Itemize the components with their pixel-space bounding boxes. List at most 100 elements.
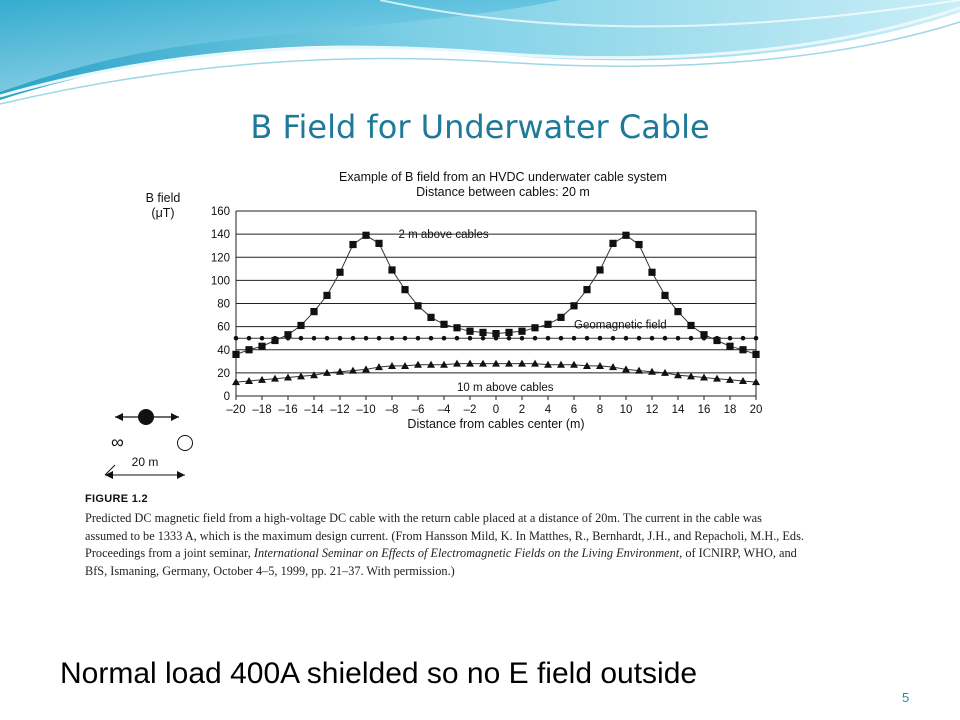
data-point-square	[375, 239, 383, 247]
data-point-triangle	[557, 360, 565, 368]
data-point-triangle	[687, 372, 695, 380]
data-point-square	[336, 268, 344, 276]
data-point-circle	[623, 335, 629, 341]
data-point-circle	[467, 335, 473, 341]
data-point-square	[349, 240, 357, 249]
data-point-triangle	[362, 365, 370, 373]
x-tick-label: 14	[672, 404, 685, 416]
y-tick-label: 40	[217, 345, 230, 357]
data-point-circle	[272, 335, 278, 341]
x-tick-label: 0	[493, 404, 499, 416]
data-point-square	[687, 321, 695, 330]
data-point-triangle	[752, 378, 760, 386]
y-tick-label: 120	[211, 252, 230, 264]
series-annotation: 2 m above cables	[399, 229, 489, 241]
series-annotation: Geomagnetic field	[574, 319, 667, 331]
data-point-triangle	[310, 371, 318, 379]
y-tick-label: 140	[211, 229, 230, 241]
data-point-circle	[454, 335, 460, 341]
x-tick-label: –12	[330, 404, 349, 416]
data-point-circle	[480, 335, 486, 341]
data-point-square	[700, 331, 708, 339]
data-point-circle	[649, 335, 655, 341]
data-point-triangle	[531, 359, 539, 367]
data-point-square	[401, 286, 409, 294]
data-point-triangle	[479, 359, 487, 367]
x-tick-label: 12	[646, 404, 659, 416]
data-point-square	[492, 329, 500, 338]
x-tick-label: 20	[750, 404, 763, 416]
data-point-circle	[701, 335, 707, 341]
footer-note: Normal load 400A shielded so no E field …	[60, 657, 698, 690]
data-point-triangle	[713, 374, 721, 382]
data-point-triangle	[596, 361, 604, 369]
y-axis-unit: (μT)	[151, 206, 174, 220]
data-point-circle	[233, 335, 239, 341]
data-point-square	[245, 346, 253, 354]
x-tick-label: –4	[438, 404, 451, 416]
data-point-square	[739, 346, 747, 354]
data-point-square	[388, 266, 396, 274]
data-point-triangle	[648, 367, 656, 375]
data-point-square	[284, 331, 292, 339]
data-point-triangle	[427, 360, 435, 368]
data-point-triangle	[388, 361, 396, 369]
data-point-circle	[259, 335, 265, 341]
data-point-circle	[298, 335, 304, 341]
data-point-triangle	[349, 366, 357, 374]
data-point-square	[622, 231, 630, 239]
x-tick-label: –20	[226, 404, 245, 416]
figure-caption: Predicted DC magnetic field from a high-…	[85, 510, 805, 580]
data-point-triangle	[284, 373, 292, 381]
data-point-triangle	[375, 363, 383, 371]
data-point-triangle	[622, 365, 630, 373]
data-point-square	[453, 324, 461, 332]
chart-title: Example of B field from an HVDC underwat…	[339, 170, 667, 184]
data-point-square	[544, 320, 552, 328]
cable-dot-icon	[138, 409, 154, 425]
spacing-arrow-right-icon	[177, 471, 185, 479]
data-point-square	[726, 342, 734, 350]
data-point-circle	[389, 335, 395, 341]
spacing-bracket-line	[104, 464, 116, 476]
data-point-square	[414, 302, 422, 310]
infinity-symbol: ∞	[111, 432, 124, 452]
data-point-circle	[506, 335, 512, 341]
data-point-square	[609, 239, 617, 247]
data-point-triangle	[700, 373, 708, 381]
data-point-square	[323, 291, 331, 300]
data-point-circle	[376, 335, 382, 341]
data-point-triangle	[336, 367, 344, 375]
data-point-circle	[363, 335, 369, 341]
y-tick-label: 0	[224, 391, 230, 403]
data-point-triangle	[661, 368, 669, 376]
data-point-circle	[532, 335, 538, 341]
arrow-left-icon	[115, 413, 123, 421]
data-point-circle	[727, 335, 733, 341]
data-point-triangle	[271, 374, 279, 382]
data-point-circle	[402, 335, 408, 341]
x-tick-label: –8	[386, 404, 399, 416]
x-tick-label: 6	[571, 404, 577, 416]
y-tick-label: 20	[217, 368, 230, 380]
data-point-square	[635, 240, 643, 249]
data-point-square	[232, 350, 240, 358]
data-point-square	[531, 324, 539, 332]
b-field-chart: Example of B field from an HVDC underwat…	[104, 170, 763, 479]
x-tick-label: –16	[278, 404, 297, 416]
data-point-circle	[493, 335, 499, 341]
spacing-label: 20 m	[132, 455, 159, 469]
data-point-square	[505, 328, 513, 337]
y-axis-label: B field	[146, 191, 181, 205]
data-point-circle	[636, 335, 642, 341]
x-tick-label: 4	[545, 404, 552, 416]
data-point-circle	[324, 335, 330, 341]
data-point-triangle	[635, 366, 643, 374]
data-point-triangle	[401, 361, 409, 369]
data-point-square	[362, 231, 370, 239]
x-tick-label: –6	[412, 404, 425, 416]
data-point-triangle	[297, 372, 305, 380]
data-point-circle	[285, 335, 291, 341]
data-point-circle	[441, 335, 447, 341]
slide-number: 5	[902, 690, 910, 705]
